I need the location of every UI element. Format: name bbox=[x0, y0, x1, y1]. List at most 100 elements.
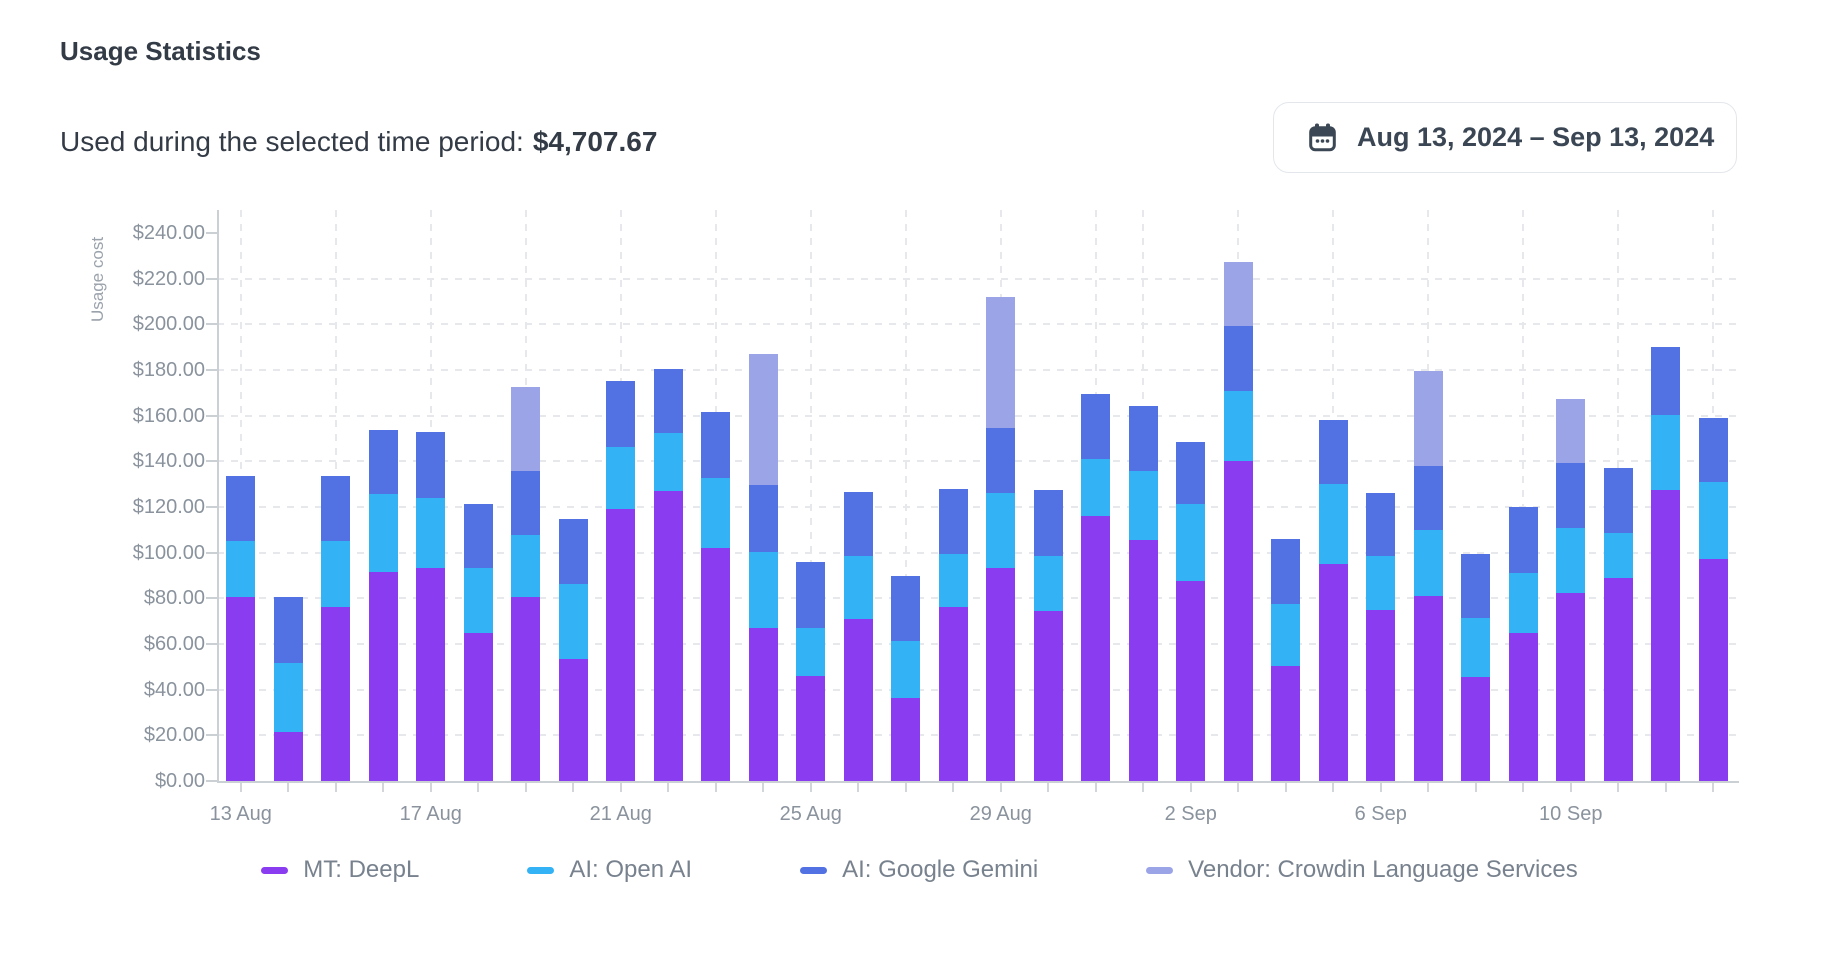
bar-segment[interactable] bbox=[1556, 398, 1586, 463]
bar-segment[interactable] bbox=[368, 494, 398, 572]
bar-segment[interactable] bbox=[226, 540, 256, 597]
bar-segment[interactable] bbox=[891, 575, 921, 641]
bar-segment[interactable] bbox=[843, 491, 873, 557]
bar-segment[interactable] bbox=[653, 433, 683, 491]
bar-segment[interactable] bbox=[1318, 484, 1348, 565]
bar-segment[interactable] bbox=[796, 675, 826, 781]
bar-segment[interactable] bbox=[463, 503, 493, 569]
bar-segment[interactable] bbox=[653, 368, 683, 434]
bar-segment[interactable] bbox=[1508, 572, 1538, 633]
bar-segment[interactable] bbox=[1176, 504, 1206, 581]
bar-segment[interactable] bbox=[748, 354, 778, 485]
legend-item-openai[interactable]: AI: Open AI bbox=[527, 856, 692, 884]
bar-segment[interactable] bbox=[1176, 580, 1206, 781]
bar-segment[interactable] bbox=[1413, 529, 1443, 596]
bar-segment[interactable] bbox=[416, 498, 446, 569]
bar-segment[interactable] bbox=[226, 475, 256, 541]
bar-segment[interactable] bbox=[1318, 419, 1348, 485]
bar-segment[interactable] bbox=[1223, 390, 1253, 462]
bar-segment[interactable] bbox=[606, 509, 636, 781]
bar-segment[interactable] bbox=[1556, 593, 1586, 781]
bar-segment[interactable] bbox=[1413, 371, 1443, 466]
bar-segment[interactable] bbox=[701, 412, 731, 478]
bar-segment[interactable] bbox=[1698, 559, 1728, 781]
bar-segment[interactable] bbox=[606, 446, 636, 510]
bar-segment[interactable] bbox=[558, 519, 588, 584]
bar-segment[interactable] bbox=[511, 470, 541, 535]
bar-segment[interactable] bbox=[748, 551, 778, 629]
bar-segment[interactable] bbox=[1413, 595, 1443, 781]
bar-segment[interactable] bbox=[1603, 468, 1633, 534]
bar-segment[interactable] bbox=[1508, 506, 1538, 573]
bar-segment[interactable] bbox=[1366, 492, 1396, 557]
bar-segment[interactable] bbox=[1128, 405, 1158, 472]
bar-segment[interactable] bbox=[1461, 618, 1491, 677]
bar-segment[interactable] bbox=[1033, 489, 1063, 556]
legend-item-gemini[interactable]: AI: Google Gemini bbox=[800, 856, 1038, 884]
bar-segment[interactable] bbox=[1081, 394, 1111, 459]
bar-segment[interactable] bbox=[321, 475, 351, 541]
bar-segment[interactable] bbox=[1128, 471, 1158, 540]
bar-segment[interactable] bbox=[1698, 482, 1728, 560]
bar-segment[interactable] bbox=[1556, 527, 1586, 594]
bar-segment[interactable] bbox=[986, 492, 1016, 568]
bar-segment[interactable] bbox=[1603, 533, 1633, 578]
bar-segment[interactable] bbox=[1603, 577, 1633, 781]
bar-segment[interactable] bbox=[1318, 564, 1348, 781]
bar-segment[interactable] bbox=[321, 540, 351, 607]
bar-segment[interactable] bbox=[843, 556, 873, 620]
bar-segment[interactable] bbox=[1176, 441, 1206, 505]
bar-segment[interactable] bbox=[463, 632, 493, 781]
bar-segment[interactable] bbox=[1461, 676, 1491, 781]
bar-segment[interactable] bbox=[986, 296, 1016, 428]
bar-segment[interactable] bbox=[511, 535, 541, 597]
bar-segment[interactable] bbox=[1698, 418, 1728, 483]
bar-segment[interactable] bbox=[416, 431, 446, 499]
bar-segment[interactable] bbox=[1271, 665, 1301, 781]
bar-segment[interactable] bbox=[938, 488, 968, 554]
bar-segment[interactable] bbox=[558, 659, 588, 781]
bar-segment[interactable] bbox=[368, 571, 398, 781]
bar-segment[interactable] bbox=[558, 583, 588, 660]
bar-segment[interactable] bbox=[1223, 261, 1253, 327]
bar-segment[interactable] bbox=[606, 380, 636, 447]
bar-segment[interactable] bbox=[273, 731, 303, 781]
bar-segment[interactable] bbox=[1271, 538, 1301, 604]
bar-segment[interactable] bbox=[416, 568, 446, 781]
bar-segment[interactable] bbox=[796, 561, 826, 629]
bar-segment[interactable] bbox=[1366, 556, 1396, 610]
bar-segment[interactable] bbox=[511, 596, 541, 781]
bar-segment[interactable] bbox=[368, 429, 398, 495]
bar-segment[interactable] bbox=[796, 628, 826, 676]
bar-segment[interactable] bbox=[986, 427, 1016, 493]
bar-segment[interactable] bbox=[1033, 555, 1063, 611]
bar-segment[interactable] bbox=[748, 628, 778, 781]
bar-segment[interactable] bbox=[1223, 461, 1253, 781]
bar-segment[interactable] bbox=[748, 484, 778, 552]
bar-segment[interactable] bbox=[1271, 603, 1301, 666]
bar-segment[interactable] bbox=[1223, 326, 1253, 391]
bar-segment[interactable] bbox=[1081, 515, 1111, 781]
bar-segment[interactable] bbox=[701, 548, 731, 781]
bar-segment[interactable] bbox=[1128, 539, 1158, 781]
bar-segment[interactable] bbox=[891, 698, 921, 781]
bar-segment[interactable] bbox=[1651, 414, 1681, 490]
bar-segment[interactable] bbox=[938, 553, 968, 608]
bar-segment[interactable] bbox=[1651, 490, 1681, 781]
bar-segment[interactable] bbox=[1508, 632, 1538, 781]
bar-segment[interactable] bbox=[891, 640, 921, 699]
bar-segment[interactable] bbox=[273, 596, 303, 663]
bar-segment[interactable] bbox=[463, 568, 493, 633]
bar-segment[interactable] bbox=[843, 619, 873, 781]
bar-segment[interactable] bbox=[701, 477, 731, 549]
bar-segment[interactable] bbox=[1556, 462, 1586, 528]
legend-item-vendor[interactable]: Vendor: Crowdin Language Services bbox=[1146, 856, 1578, 884]
bar-segment[interactable] bbox=[273, 662, 303, 732]
bar-segment[interactable] bbox=[511, 386, 541, 471]
bar-segment[interactable] bbox=[1651, 346, 1681, 415]
bar-segment[interactable] bbox=[1033, 610, 1063, 781]
bar-segment[interactable] bbox=[938, 607, 968, 781]
legend-item-deepl[interactable]: MT: DeepL bbox=[261, 856, 419, 884]
bar-segment[interactable] bbox=[653, 490, 683, 781]
bar-segment[interactable] bbox=[1081, 458, 1111, 516]
